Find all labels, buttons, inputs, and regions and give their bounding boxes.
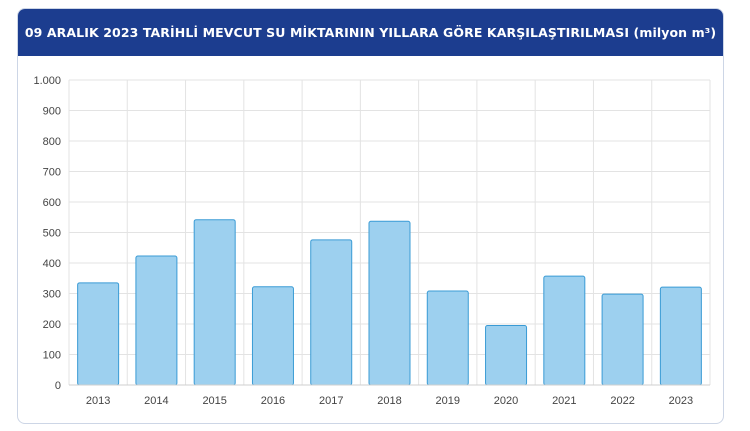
y-tick-label: 300 xyxy=(43,289,61,301)
x-tick-label: 2015 xyxy=(202,395,226,407)
bar-2016[interactable] xyxy=(251,286,294,386)
bar-2019[interactable] xyxy=(426,290,469,386)
x-tick-label: 2017 xyxy=(319,395,343,407)
x-tick-label: 2014 xyxy=(144,395,168,407)
bar-2018[interactable] xyxy=(368,220,411,386)
bar-2017[interactable] xyxy=(310,239,353,386)
y-tick-label: 400 xyxy=(43,258,61,270)
x-tick-label: 2022 xyxy=(610,395,634,407)
bar-2013[interactable] xyxy=(77,282,120,386)
bar-2014[interactable] xyxy=(135,255,178,386)
x-tick-label: 2019 xyxy=(436,395,460,407)
y-tick-label: 900 xyxy=(43,106,61,118)
x-tick-label: 2013 xyxy=(86,395,110,407)
y-tick-label: 800 xyxy=(43,136,61,148)
chart-title: 09 ARALIK 2023 TARİHLİ MEVCUT SU MİKTARI… xyxy=(18,9,723,56)
bar-2023[interactable] xyxy=(659,286,702,386)
y-tick-label: 500 xyxy=(43,228,61,240)
bar-2021[interactable] xyxy=(543,275,586,386)
x-tick-label: 2023 xyxy=(669,395,693,407)
y-tick-label: 1.000 xyxy=(33,75,61,87)
x-tick-label: 2016 xyxy=(261,395,285,407)
x-tick-label: 2020 xyxy=(494,395,518,407)
y-tick-label: 0 xyxy=(55,380,61,392)
bar-2015[interactable] xyxy=(193,219,236,386)
bar-2020[interactable] xyxy=(485,325,528,386)
y-tick-label: 600 xyxy=(43,197,61,209)
bar-2022[interactable] xyxy=(601,293,644,386)
y-tick-label: 100 xyxy=(43,350,61,362)
x-tick-label: 2021 xyxy=(552,395,576,407)
y-tick-label: 700 xyxy=(43,167,61,179)
y-tick-label: 200 xyxy=(43,319,61,331)
x-tick-label: 2018 xyxy=(377,395,401,407)
